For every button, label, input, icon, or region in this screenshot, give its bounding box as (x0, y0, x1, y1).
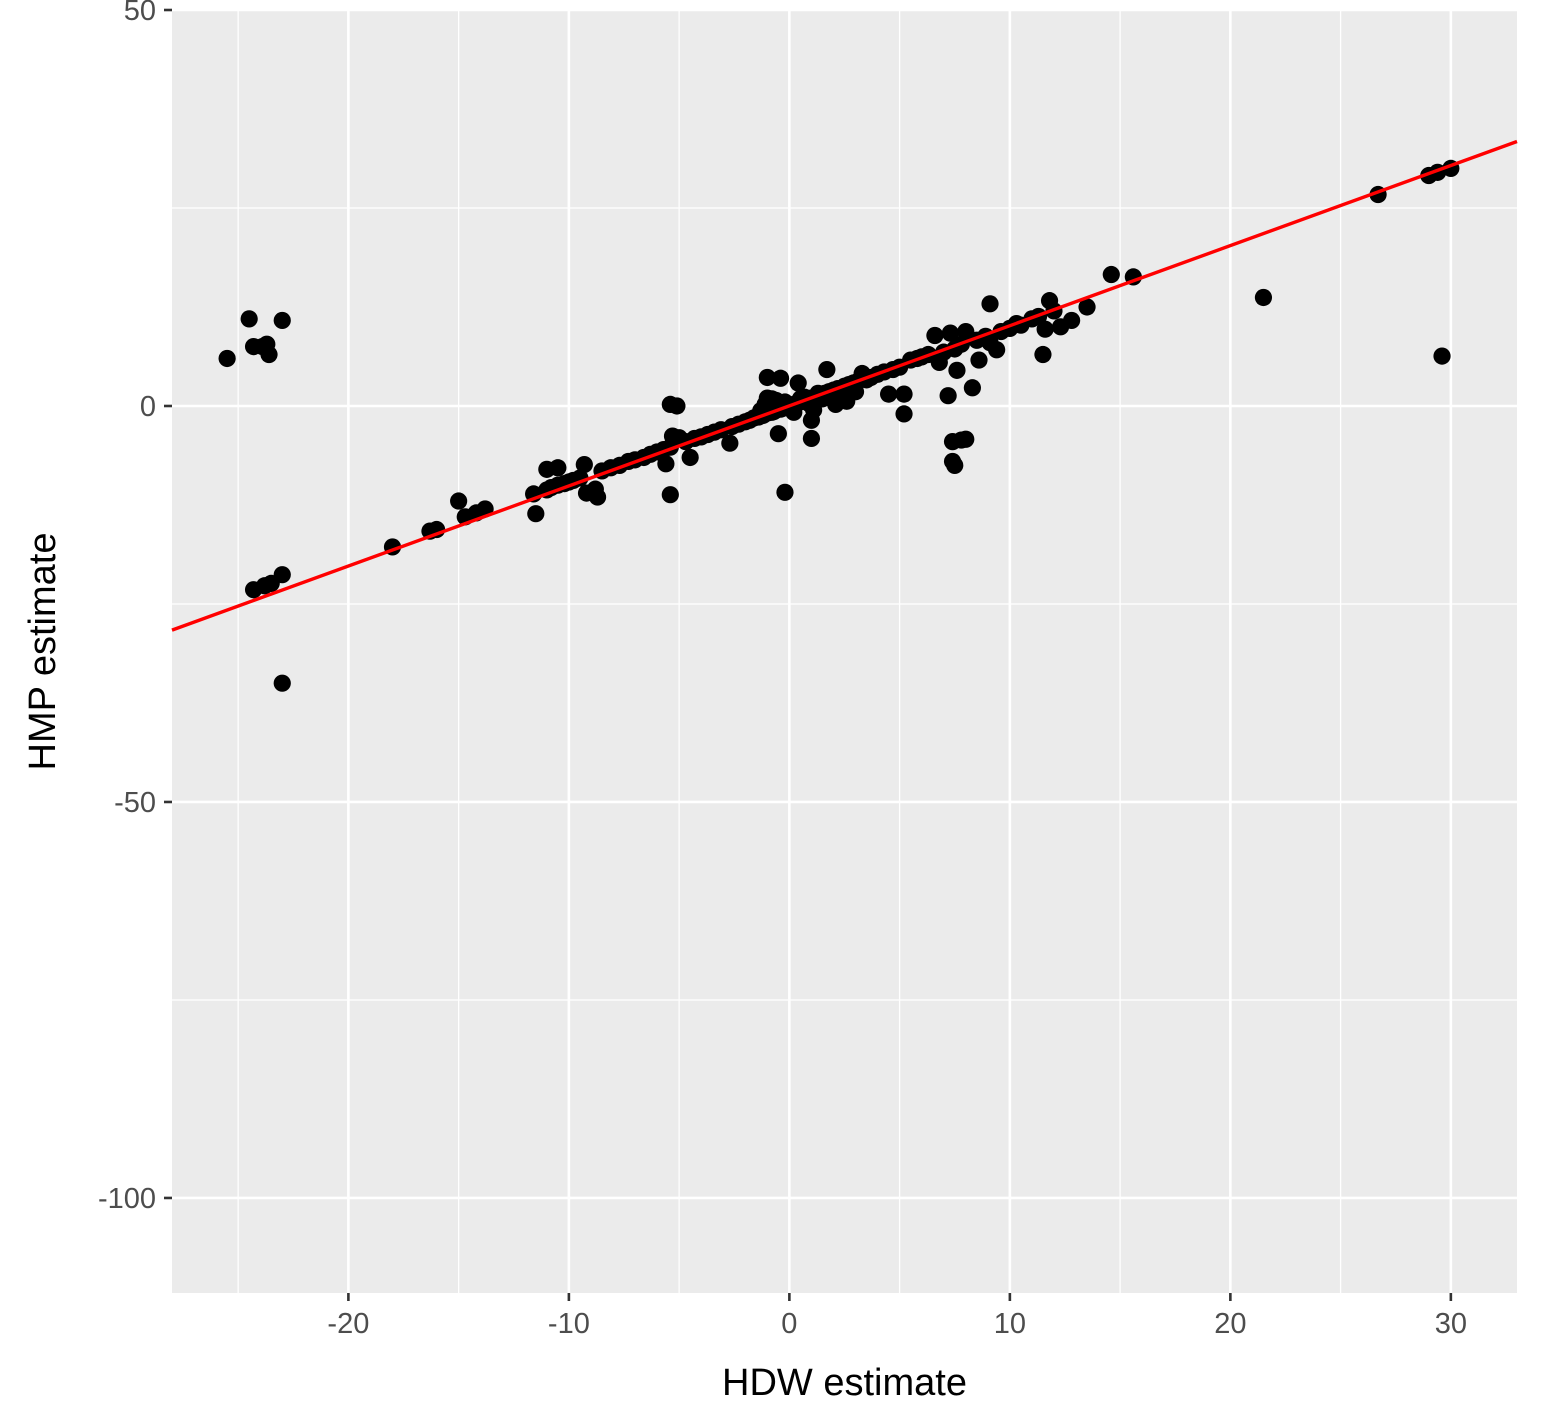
data-point (1036, 320, 1054, 338)
data-point (789, 374, 807, 392)
x-tick-label: 0 (781, 1308, 797, 1340)
data-point (948, 361, 966, 379)
data-point (668, 397, 686, 415)
data-point (946, 456, 964, 474)
data-point (1433, 347, 1451, 365)
y-axis-title: HMP estimate (22, 533, 64, 771)
data-point (450, 492, 468, 510)
data-point (895, 385, 913, 403)
y-tick-label: 0 (140, 391, 156, 423)
data-point (771, 369, 790, 387)
data-point (273, 566, 291, 584)
data-point (926, 326, 944, 345)
y-tick-label: 50 (124, 0, 156, 27)
data-point (218, 349, 236, 368)
data-point (273, 674, 291, 692)
y-tick-label: -50 (114, 787, 156, 819)
data-point (681, 448, 699, 467)
data-point (957, 430, 975, 448)
data-point (941, 324, 959, 342)
data-point (970, 351, 988, 369)
data-point (588, 488, 607, 506)
data-point (260, 345, 278, 364)
data-point (879, 385, 898, 403)
data-point (527, 505, 545, 523)
data-point (273, 311, 291, 330)
data-point (721, 434, 739, 452)
x-tick-label: 10 (994, 1308, 1026, 1340)
data-point (240, 310, 258, 328)
data-point (769, 425, 787, 443)
x-tick-label: 20 (1214, 1308, 1246, 1340)
plot-panel (172, 10, 1517, 1293)
data-point (1063, 311, 1081, 330)
data-point (575, 455, 593, 474)
data-point (758, 368, 776, 387)
data-point (661, 486, 679, 504)
data-point (818, 360, 836, 379)
data-point (963, 379, 981, 397)
data-point (1102, 265, 1120, 284)
data-point (1034, 345, 1052, 364)
data-point (776, 483, 794, 501)
data-point (895, 405, 913, 423)
data-point (988, 341, 1006, 359)
data-point (1078, 298, 1096, 316)
x-tick-label: 30 (1435, 1308, 1467, 1340)
data-point (657, 455, 675, 473)
data-point (549, 459, 567, 477)
data-point (802, 429, 821, 448)
y-tick-label: -100 (98, 1183, 156, 1215)
data-point (1254, 288, 1273, 307)
x-tick-label: -10 (548, 1308, 590, 1340)
x-tick-label: -20 (327, 1308, 369, 1340)
x-axis-title: HDW estimate (722, 1362, 967, 1404)
data-point (939, 387, 957, 405)
data-point (981, 295, 999, 313)
fit-line (171, 139, 1518, 632)
